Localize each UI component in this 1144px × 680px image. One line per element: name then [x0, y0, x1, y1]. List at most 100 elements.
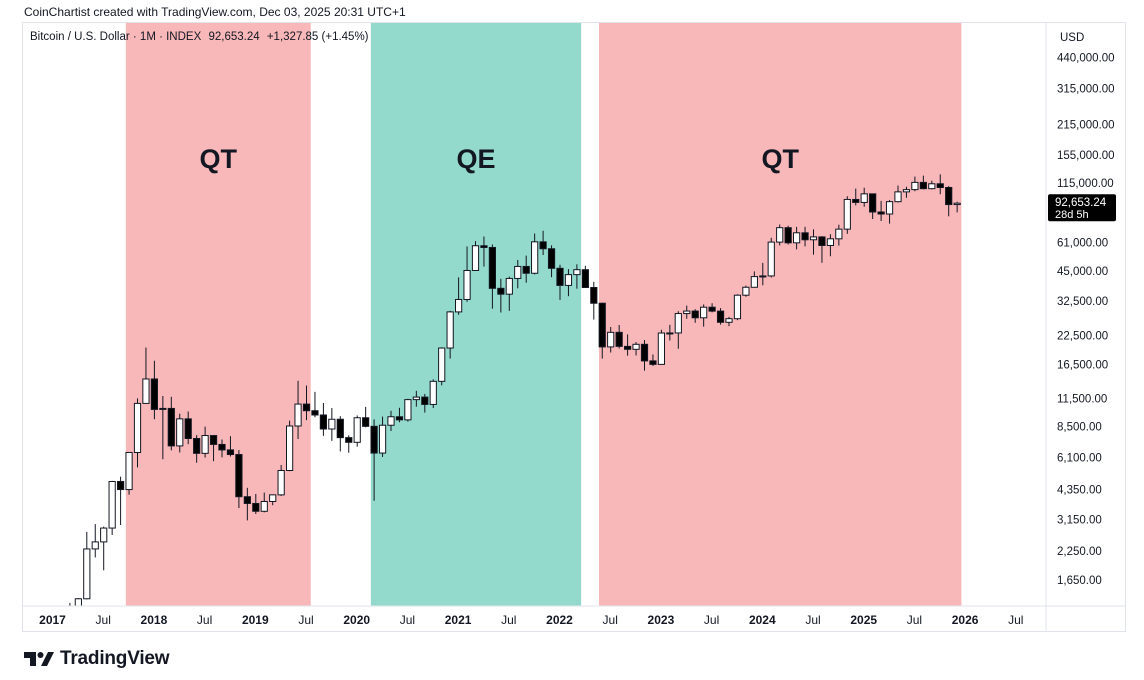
candle-2023-08[interactable] [716, 308, 725, 325]
candle-2017-06[interactable] [91, 524, 99, 558]
candle-2018-01[interactable] [150, 360, 159, 420]
candle-2019-05[interactable] [286, 420, 294, 472]
candle-2017-08[interactable] [108, 480, 116, 535]
candle-2022-09[interactable] [624, 334, 632, 356]
candle-2017-05[interactable] [83, 531, 91, 600]
candle-2022-10[interactable] [632, 342, 640, 356]
candle-2024-01[interactable] [759, 262, 767, 286]
candle-2018-04[interactable] [176, 413, 184, 453]
candle-2025-02[interactable] [869, 193, 877, 220]
candle-2018-11[interactable] [235, 450, 243, 509]
candle-2018-10[interactable] [226, 436, 235, 457]
candle-2022-06[interactable] [598, 302, 606, 359]
candle-2022-02[interactable] [564, 269, 573, 297]
candle-2022-07[interactable] [607, 326, 615, 353]
candle-2024-07[interactable] [809, 229, 818, 255]
candle-2019-10[interactable] [328, 408, 336, 441]
candle-2018-07[interactable] [201, 426, 209, 458]
candle-2022-05[interactable] [590, 281, 598, 320]
candle-2022-03[interactable] [573, 264, 581, 289]
candle-2021-04[interactable] [480, 236, 488, 267]
candle-2023-01[interactable] [657, 329, 665, 365]
candle-2021-02[interactable] [463, 246, 471, 302]
candle-2017-11[interactable] [133, 398, 142, 468]
candle-2020-05[interactable] [387, 410, 395, 431]
candle-2018-08[interactable] [209, 435, 218, 462]
candle-2020-10[interactable] [429, 379, 437, 408]
candle-2018-06[interactable] [193, 435, 201, 463]
candle-2025-07[interactable] [911, 176, 919, 192]
candle-2025-01[interactable] [860, 187, 868, 207]
candle-2017-12[interactable] [142, 347, 150, 404]
candle-2024-05[interactable] [793, 226, 801, 250]
candle-2019-01[interactable] [252, 493, 260, 515]
candle-2022-04[interactable] [581, 265, 589, 288]
candle-2021-06[interactable] [497, 278, 505, 313]
candle-2024-08[interactable] [818, 236, 826, 263]
candle-2025-10[interactable] [936, 174, 944, 195]
candle-2023-02[interactable] [666, 324, 674, 341]
tradingview-logo[interactable]: TradingView [24, 648, 170, 670]
candle-2024-04[interactable] [784, 225, 792, 245]
candle-2021-01[interactable] [455, 277, 463, 315]
candle-2018-05[interactable] [184, 411, 192, 445]
candle-2023-07[interactable] [708, 303, 716, 313]
candle-2020-08[interactable] [412, 390, 420, 407]
candle-2019-03[interactable] [269, 494, 277, 506]
candle-2024-11[interactable] [843, 196, 851, 234]
candle-2020-06[interactable] [395, 407, 404, 423]
candle-2023-05[interactable] [691, 309, 699, 323]
candle-2020-07[interactable] [404, 398, 412, 422]
candle-2019-12[interactable] [345, 435, 353, 453]
candle-2020-03[interactable] [370, 419, 378, 501]
candle-2024-03[interactable] [776, 224, 784, 246]
candle-2023-11[interactable] [742, 285, 750, 297]
candle-2024-02[interactable] [767, 237, 775, 278]
candle-2018-09[interactable] [218, 439, 226, 458]
candle-2024-09[interactable] [826, 234, 834, 257]
candle-2024-10[interactable] [835, 224, 843, 246]
candle-2020-09[interactable] [421, 393, 429, 413]
candle-2021-03[interactable] [471, 241, 480, 271]
candle-2020-04[interactable] [378, 416, 387, 457]
candle-2021-12[interactable] [547, 245, 556, 278]
candle-2017-04[interactable] [74, 598, 82, 607]
candle-2020-11[interactable] [438, 347, 446, 386]
candle-2021-08[interactable] [514, 259, 522, 289]
candle-2020-12[interactable] [446, 310, 454, 359]
candle-2025-05[interactable] [894, 185, 902, 203]
candle-2017-09[interactable] [117, 476, 125, 526]
candle-2019-06[interactable] [294, 380, 302, 439]
candle-2023-10[interactable] [733, 294, 742, 321]
candle-2020-02[interactable] [362, 406, 370, 428]
candle-2023-09[interactable] [725, 316, 733, 327]
candle-2018-12[interactable] [243, 487, 251, 521]
candle-2025-04[interactable] [885, 200, 894, 224]
candle-2019-02[interactable] [260, 492, 268, 513]
candle-2023-04[interactable] [683, 305, 691, 319]
candle-2023-03[interactable] [674, 311, 682, 349]
candle-2022-12[interactable] [649, 354, 657, 366]
candle-2021-05[interactable] [488, 244, 496, 309]
candle-2019-07[interactable] [302, 385, 311, 421]
candle-2025-06[interactable] [902, 186, 911, 198]
candle-2022-01[interactable] [556, 264, 564, 300]
candle-2017-07[interactable] [100, 526, 108, 571]
candle-2019-04[interactable] [277, 465, 285, 497]
candle-2019-09[interactable] [319, 402, 327, 436]
candle-2021-09[interactable] [522, 255, 530, 283]
candle-2023-06[interactable] [700, 304, 708, 327]
candle-2024-06[interactable] [801, 226, 809, 247]
candle-2025-12[interactable] [953, 201, 961, 213]
candle-2025-08[interactable] [919, 175, 927, 190]
candle-2019-08[interactable] [311, 391, 319, 418]
candle-2023-12[interactable] [750, 271, 758, 288]
candle-2021-11[interactable] [539, 230, 547, 256]
candle-2020-01[interactable] [353, 415, 361, 447]
candle-2025-09[interactable] [928, 180, 936, 190]
candle-2018-02[interactable] [159, 395, 167, 460]
candle-2021-10[interactable] [531, 233, 539, 275]
candle-2018-03[interactable] [167, 396, 175, 451]
candle-2025-03[interactable] [877, 200, 885, 222]
